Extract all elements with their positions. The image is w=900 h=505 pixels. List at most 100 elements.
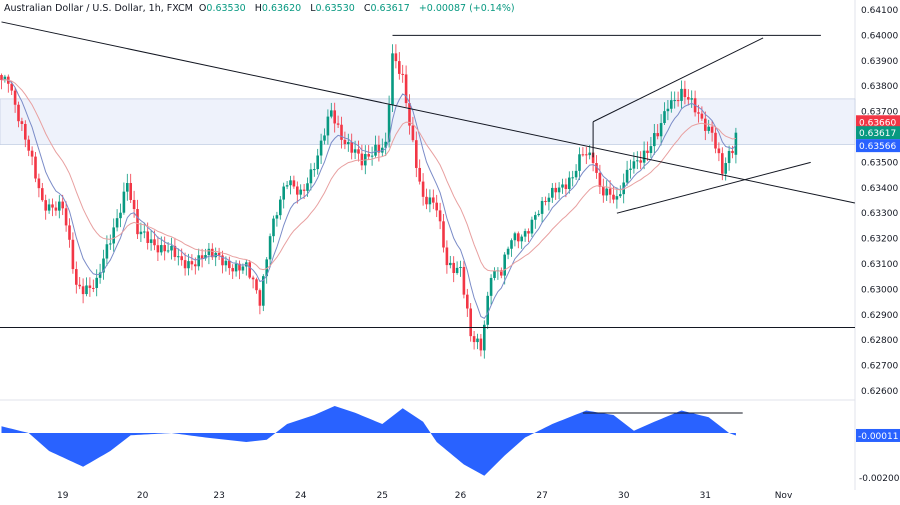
- candle-body: [255, 279, 258, 291]
- candle: [547, 193, 551, 211]
- candle-body: [132, 199, 136, 210]
- candle: [228, 256, 231, 275]
- candle-body: [394, 53, 398, 62]
- close-value: 0.63617: [370, 3, 410, 14]
- candle: [214, 247, 217, 267]
- price-tag-label: 0.63566: [859, 142, 896, 152]
- candle-body: [313, 169, 316, 171]
- candle-body: [24, 123, 27, 140]
- candle-body: [30, 150, 34, 157]
- candle: [47, 198, 51, 214]
- candle: [336, 115, 340, 128]
- candle-body: [41, 188, 44, 201]
- candle: [483, 320, 486, 359]
- candle-body: [449, 262, 452, 266]
- candle-body: [330, 110, 333, 117]
- candle-body: [302, 189, 306, 191]
- candle-body: [333, 110, 336, 124]
- candle: [574, 164, 578, 181]
- candle: [27, 135, 30, 157]
- candle: [360, 144, 364, 171]
- price-zone: [0, 98, 856, 145]
- candle-body: [160, 245, 163, 253]
- candle-body: [268, 236, 272, 260]
- candle: [479, 333, 483, 357]
- candle: [608, 180, 612, 204]
- candle-body: [663, 111, 666, 124]
- ma-slow-line: [1, 79, 736, 272]
- oscillator-tick-label: -0.00200: [859, 474, 900, 484]
- candle-body: [105, 244, 109, 259]
- candle: [44, 194, 47, 220]
- candle-body: [537, 213, 540, 216]
- candle-body: [357, 149, 360, 154]
- candle: [398, 52, 401, 80]
- candle: [690, 90, 693, 108]
- candle: [469, 303, 472, 342]
- candle-body: [343, 139, 347, 145]
- candle: [455, 261, 459, 275]
- trendline: [1, 21, 856, 204]
- candle: [578, 147, 581, 181]
- candle-body: [323, 135, 326, 141]
- candle: [683, 80, 687, 105]
- candle-body: [408, 103, 411, 126]
- candle-body: [292, 180, 296, 187]
- candle: [139, 222, 143, 243]
- candle: [680, 80, 683, 109]
- candle-body: [272, 218, 275, 237]
- price-tick-label: 0.62700: [861, 362, 898, 372]
- candle: [568, 171, 571, 194]
- candle: [540, 196, 544, 223]
- candle-body: [653, 133, 656, 147]
- price-tick-label: 0.63700: [861, 108, 898, 118]
- candle-body: [3, 76, 7, 81]
- candle: [428, 189, 432, 213]
- candle-body: [469, 308, 472, 337]
- candle-body: [54, 207, 58, 211]
- candle: [61, 194, 64, 216]
- candle: [476, 333, 479, 350]
- candle-body: [459, 266, 462, 268]
- candle: [251, 275, 255, 289]
- candle-body: [112, 227, 115, 244]
- candle: [449, 255, 452, 269]
- candle: [85, 277, 88, 297]
- candle: [714, 126, 717, 154]
- candle-body: [109, 243, 112, 245]
- candle-body: [163, 245, 166, 252]
- candle-body: [707, 126, 710, 131]
- candle-body: [88, 285, 92, 288]
- low-value: 0.63530: [315, 3, 355, 14]
- candle-body: [98, 272, 102, 278]
- candle: [136, 199, 139, 240]
- candle-body: [425, 196, 428, 205]
- candle: [197, 248, 200, 271]
- candle: [190, 254, 194, 271]
- candle-body: [727, 150, 731, 164]
- candle-body: [336, 123, 340, 125]
- candle-body: [503, 254, 506, 276]
- close-label: C: [363, 3, 371, 14]
- candle-body: [598, 172, 602, 187]
- price-tick-label: 0.63000: [861, 285, 898, 295]
- price-tick-label: 0.63100: [861, 260, 898, 270]
- candle-body: [411, 125, 415, 141]
- candle: [3, 74, 7, 83]
- candle: [17, 101, 20, 128]
- candle: [282, 182, 285, 209]
- candle: [571, 170, 574, 187]
- candle: [704, 111, 707, 141]
- candle-body: [221, 255, 224, 266]
- price-tick-label: 0.63900: [861, 57, 898, 67]
- candle: [217, 247, 221, 261]
- candle: [676, 91, 680, 107]
- candle-body: [489, 277, 493, 296]
- candle: [170, 237, 173, 260]
- candle-body: [530, 219, 534, 234]
- candle: [231, 264, 234, 280]
- candle-body: [347, 142, 350, 145]
- candle-body: [673, 100, 676, 102]
- candle-body: [435, 202, 438, 211]
